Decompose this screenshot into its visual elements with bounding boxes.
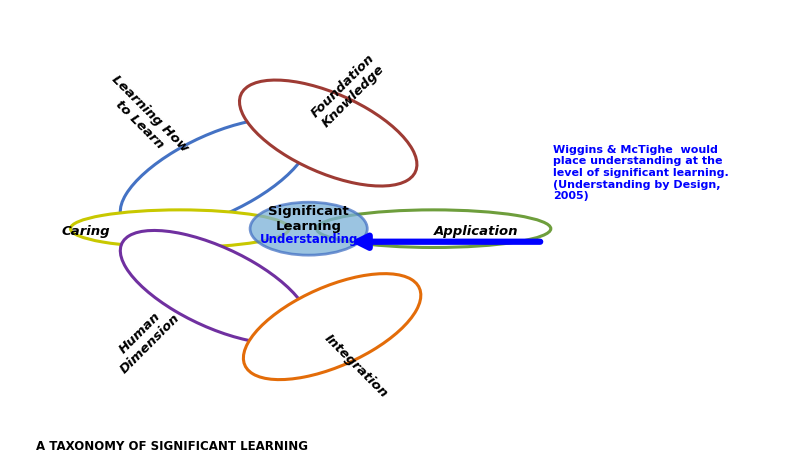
Ellipse shape [243,274,421,380]
Text: A TAXONOMY OF SIGNIFICANT LEARNING: A TAXONOMY OF SIGNIFICANT LEARNING [36,439,308,453]
Text: Foundation
Knowledge: Foundation Knowledge [308,51,387,130]
Text: Caring: Caring [61,225,111,238]
Ellipse shape [120,119,309,231]
Ellipse shape [239,80,417,186]
Text: Human
Dimension: Human Dimension [107,301,183,376]
Text: Significant
Learning: Significant Learning [269,205,349,233]
Ellipse shape [316,210,551,248]
Text: Wiggins & McTighe  would
place understanding at the
level of significant learnin: Wiggins & McTighe would place understand… [553,145,729,201]
Text: Learning How
to Learn: Learning How to Learn [98,73,191,165]
Text: Application: Application [434,225,519,238]
Ellipse shape [250,202,367,255]
Text: Integration: Integration [321,332,390,401]
Text: Understanding: Understanding [260,233,358,246]
Ellipse shape [120,230,309,344]
Ellipse shape [70,210,289,248]
